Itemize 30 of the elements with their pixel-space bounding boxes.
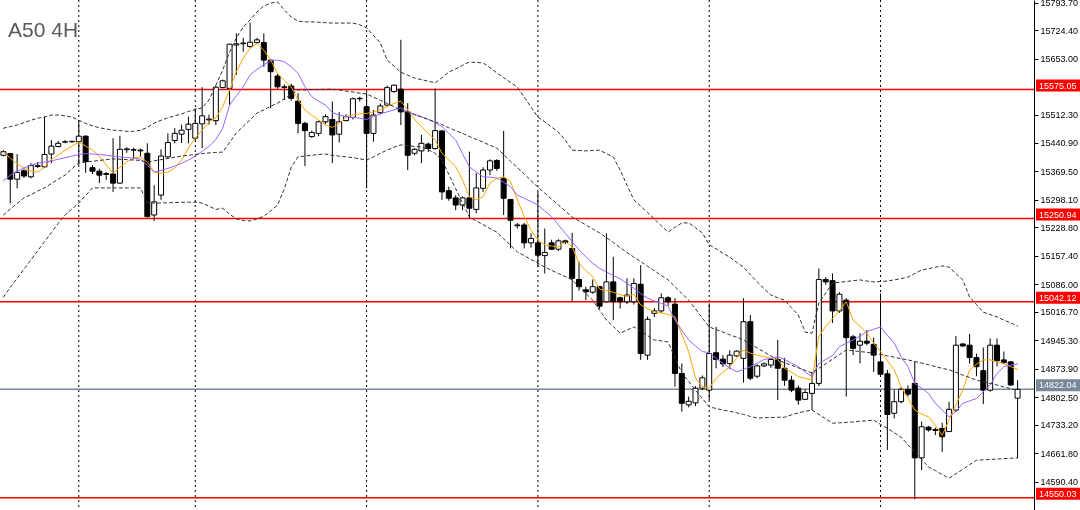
candlestick — [1014, 379, 1021, 459]
y-tick-label: 14802.50 — [1040, 392, 1079, 403]
y-tick-label: 15512.30 — [1040, 110, 1079, 121]
ref-line-label: 15575.05 — [1039, 80, 1077, 91]
y-tick-label: 14873.90 — [1040, 364, 1079, 375]
y-tick-label: 15440.90 — [1040, 138, 1079, 149]
line-series — [2, 1, 1019, 334]
y-tick-label: 15724.40 — [1040, 25, 1079, 36]
candlestick — [500, 130, 507, 216]
y-tick-label: 14945.30 — [1040, 335, 1079, 346]
ref-line-label: 15250.94 — [1039, 209, 1077, 220]
y-tick-label: 15016.70 — [1040, 307, 1079, 318]
y-tick-label: 15369.50 — [1040, 166, 1079, 177]
y-tick-label: 15086.00 — [1040, 279, 1079, 290]
y-tick-label: 14590.40 — [1040, 477, 1079, 488]
y-tick-label: 14733.20 — [1040, 420, 1079, 431]
text: A50 4H — [8, 18, 79, 41]
y-tick-label: 15228.80 — [1040, 222, 1079, 233]
candlestick — [576, 261, 583, 292]
y-tick-label: 15157.40 — [1040, 251, 1079, 262]
y-tick-label: 15653.00 — [1040, 54, 1079, 65]
y-tick-label: 14661.80 — [1040, 448, 1079, 459]
ref-line-label: 14550.03 — [1039, 488, 1077, 499]
candlestick — [870, 337, 877, 373]
y-tick-label: 15298.10 — [1040, 195, 1079, 206]
ref-line-label: 14822.04 — [1039, 380, 1077, 391]
candlestick — [507, 198, 514, 249]
ref-line-label: 15042.12 — [1039, 292, 1077, 303]
line-series — [2, 144, 1019, 479]
y-tick-label: 15793.70 — [1040, 0, 1079, 9]
